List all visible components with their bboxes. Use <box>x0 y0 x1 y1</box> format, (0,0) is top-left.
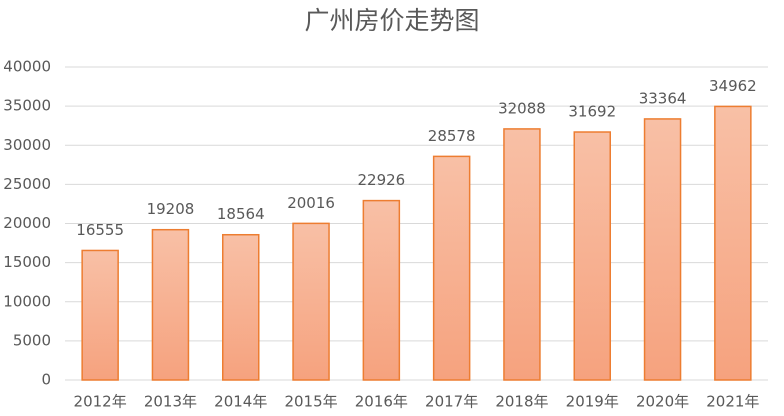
data-label: 31692 <box>568 103 616 121</box>
bar <box>714 105 752 381</box>
y-tick-label: 5000 <box>13 331 51 349</box>
data-label: 20016 <box>287 194 335 212</box>
data-label: 19208 <box>147 200 195 218</box>
bar <box>503 128 541 381</box>
bar <box>643 118 682 381</box>
x-tick-label: 2019年 <box>566 393 619 411</box>
x-tick-label: 2014年 <box>214 393 267 411</box>
y-tick-label: 40000 <box>3 58 51 76</box>
x-tick-label: 2017年 <box>425 393 478 411</box>
data-label: 16555 <box>76 221 124 239</box>
data-label: 28578 <box>428 127 476 145</box>
data-label: 33364 <box>639 89 687 107</box>
y-tick-label: 0 <box>41 371 51 389</box>
bar <box>292 222 330 381</box>
y-tick-label: 20000 <box>3 214 51 232</box>
y-tick-label: 30000 <box>3 136 51 154</box>
x-tick-label: 2013年 <box>144 393 197 411</box>
x-tick-label: 2012年 <box>74 393 127 411</box>
bar <box>222 233 260 381</box>
bar <box>362 199 401 381</box>
y-tick-label: 35000 <box>3 97 51 115</box>
x-tick-label: 2020年 <box>636 393 689 411</box>
y-tick-label: 10000 <box>3 292 51 310</box>
y-tick-label: 25000 <box>3 175 51 193</box>
x-tick-label: 2015年 <box>284 393 337 411</box>
bar <box>432 155 471 381</box>
data-label: 32088 <box>498 99 546 117</box>
x-tick-label: 2021年 <box>706 393 759 411</box>
chart-title: 广州房价走势图 <box>304 6 479 35</box>
bar <box>81 249 119 381</box>
bar <box>573 131 611 381</box>
data-label: 34962 <box>709 77 757 95</box>
x-tick-label: 2016年 <box>355 393 408 411</box>
y-tick-label: 15000 <box>3 253 51 271</box>
data-label: 18564 <box>217 205 265 223</box>
bar <box>151 228 190 381</box>
data-label: 22926 <box>357 171 405 189</box>
x-tick-label: 2018年 <box>495 393 548 411</box>
